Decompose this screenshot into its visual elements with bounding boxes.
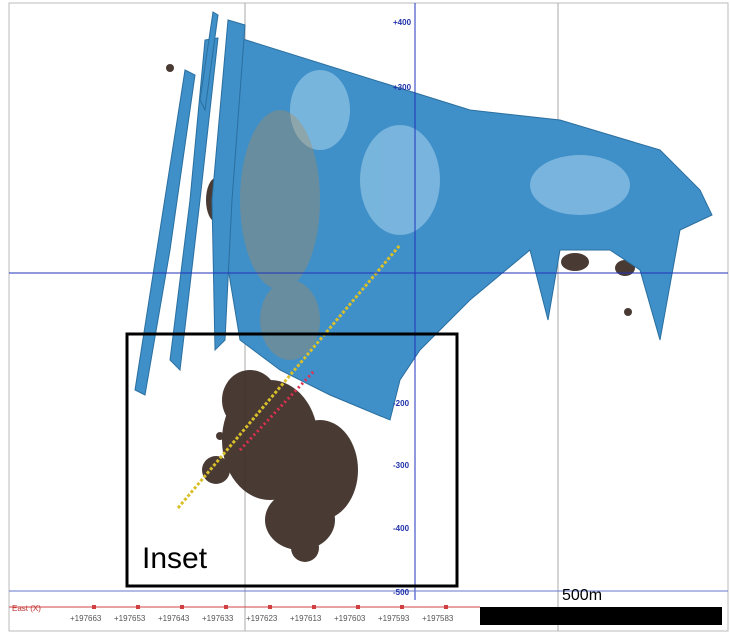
- east-tick: [268, 605, 272, 609]
- east-axis-label: +197643: [158, 614, 190, 623]
- drill-hole: [176, 244, 402, 509]
- east-axis-title: East (X): [12, 604, 41, 613]
- east-axis-label: +197613: [290, 614, 322, 623]
- vertical-axis-label: -200: [393, 399, 410, 408]
- east-axis-label: +197623: [246, 614, 278, 623]
- east-axis-label: +197633: [202, 614, 234, 623]
- east-tick: [444, 605, 448, 609]
- east-tick: [356, 605, 360, 609]
- east-axis-label: +197663: [70, 614, 102, 623]
- east-tick: [400, 605, 404, 609]
- vertical-axis-label: -400: [393, 524, 410, 533]
- east-axis-label: +197603: [334, 614, 366, 623]
- inset-label: Inset: [142, 542, 208, 575]
- east-axis-label: +197653: [114, 614, 146, 623]
- scale-bar-label: 500m: [562, 587, 602, 604]
- inset-box: [125, 332, 459, 588]
- east-tick: [312, 605, 316, 609]
- east-tick: [92, 605, 96, 609]
- highlights: [290, 70, 630, 235]
- vertical-axis-label: -500: [393, 588, 410, 597]
- east-tick: [136, 605, 140, 609]
- vertical-axis-label: +300: [393, 83, 412, 92]
- east-axis-label: +197583: [422, 614, 454, 623]
- frame: [8, 2, 729, 632]
- east-tick: [180, 605, 184, 609]
- inner-bodies: [240, 110, 320, 360]
- vertical-axis-label: +400: [393, 18, 412, 27]
- ore-bodies: [166, 64, 635, 562]
- drill-hole: [238, 368, 317, 452]
- scale-bar: [480, 607, 722, 625]
- east-axis-label: +197593: [378, 614, 410, 623]
- vertical-axis-label: -300: [393, 461, 410, 470]
- east-tick: [224, 605, 228, 609]
